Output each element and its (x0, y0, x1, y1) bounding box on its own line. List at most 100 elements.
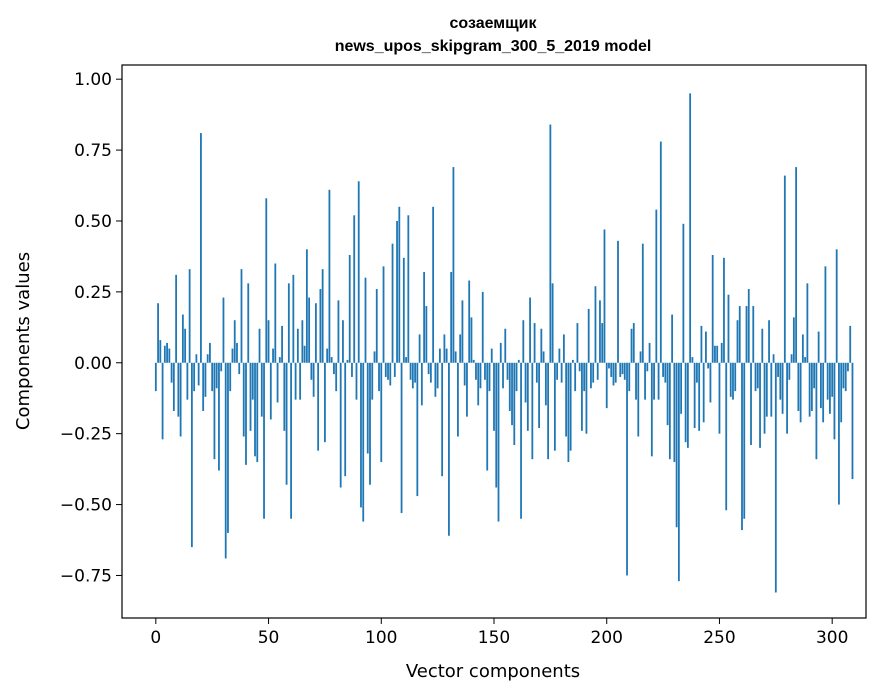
bar-51 (269, 362, 272, 420)
bar-77 (328, 189, 331, 363)
bar-59 (287, 283, 290, 363)
bar-82 (339, 362, 342, 488)
bar-20 (200, 133, 202, 363)
bar-183 (567, 362, 570, 463)
bar-228 (668, 362, 671, 460)
bar-239 (693, 362, 696, 428)
bar-18 (195, 354, 198, 363)
bar-280 (786, 362, 788, 434)
bar-273 (770, 362, 773, 417)
bar-42 (249, 362, 252, 431)
bar-209 (626, 362, 628, 576)
bar-81 (337, 300, 340, 363)
bar-101 (382, 266, 385, 363)
bar-217 (644, 362, 646, 400)
x-tick-label: 50 (258, 628, 280, 648)
bar-92 (362, 362, 365, 522)
bar-299 (829, 362, 831, 414)
bar-13 (184, 328, 187, 363)
bar-111 (405, 357, 407, 363)
bar-40 (245, 362, 247, 465)
bar-237 (689, 93, 692, 363)
bar-155 (504, 328, 507, 363)
bar-70 (312, 362, 315, 397)
bar-47 (260, 362, 263, 417)
bar-48 (263, 362, 265, 519)
bar-25 (211, 362, 214, 392)
bar-256 (732, 362, 734, 400)
bar-109 (400, 362, 403, 514)
bar-62 (294, 362, 297, 400)
bar-187 (576, 323, 579, 363)
bar-245 (707, 362, 710, 369)
bar-192 (587, 308, 590, 363)
bar-156 (506, 362, 509, 380)
bar-309 (851, 362, 854, 480)
bar-204 (614, 362, 617, 383)
bar-89 (355, 362, 358, 400)
bar-300 (831, 362, 834, 397)
bar-184 (569, 362, 572, 451)
bar-140 (470, 317, 473, 363)
bar-17 (193, 362, 196, 392)
bar-46 (258, 328, 261, 363)
bar-144 (479, 362, 482, 389)
bar-120 (425, 306, 428, 363)
bar-56 (281, 325, 283, 363)
y-tick-label: 1.00 (74, 70, 112, 90)
bar-158 (511, 362, 513, 426)
bar-207 (621, 362, 624, 375)
bar-303 (838, 362, 840, 505)
bar-133 (454, 351, 457, 363)
bar-55 (278, 357, 281, 363)
bar-87 (351, 362, 353, 377)
bar-65 (301, 320, 304, 363)
bar-36 (236, 342, 238, 363)
bar-52 (272, 348, 274, 363)
bar-189 (581, 362, 583, 431)
bar-24 (209, 342, 211, 363)
bar-177 (553, 362, 556, 451)
bar-50 (267, 320, 270, 363)
bar-258 (736, 320, 739, 363)
bar-0 (154, 362, 157, 392)
bar-252 (723, 257, 725, 363)
bar-37 (238, 362, 241, 375)
x-tick-label: 150 (478, 628, 510, 648)
bar-80 (335, 362, 338, 392)
y-axis-label: Components values (13, 252, 34, 430)
bar-11 (179, 362, 182, 437)
bar-5 (166, 342, 168, 363)
bar-16 (190, 362, 193, 548)
bar-305 (842, 362, 845, 389)
bar-74 (321, 269, 324, 363)
bar-181 (562, 334, 565, 363)
bar-290 (808, 362, 811, 417)
bar-223 (657, 362, 660, 400)
bar-100 (380, 362, 383, 463)
bar-12 (181, 314, 184, 363)
bar-296 (822, 362, 825, 423)
bar-66 (303, 345, 306, 363)
bar-307 (847, 362, 849, 372)
bar-259 (738, 306, 741, 363)
bar-35 (233, 320, 236, 363)
bar-78 (330, 357, 333, 363)
bar-2 (159, 340, 162, 363)
bar-172 (542, 351, 545, 363)
bar-270 (763, 362, 766, 434)
bar-159 (513, 362, 516, 446)
bar-112 (407, 215, 410, 363)
x-tick-label: 300 (816, 628, 848, 648)
bar-276 (777, 362, 779, 377)
bar-194 (592, 362, 595, 383)
bar-241 (698, 362, 701, 431)
bar-210 (628, 362, 631, 392)
bar-167 (531, 362, 534, 460)
bar-242 (700, 325, 703, 363)
bar-157 (508, 362, 511, 411)
bar-88 (353, 215, 356, 363)
bar-10 (177, 362, 180, 417)
bar-60 (290, 362, 292, 519)
